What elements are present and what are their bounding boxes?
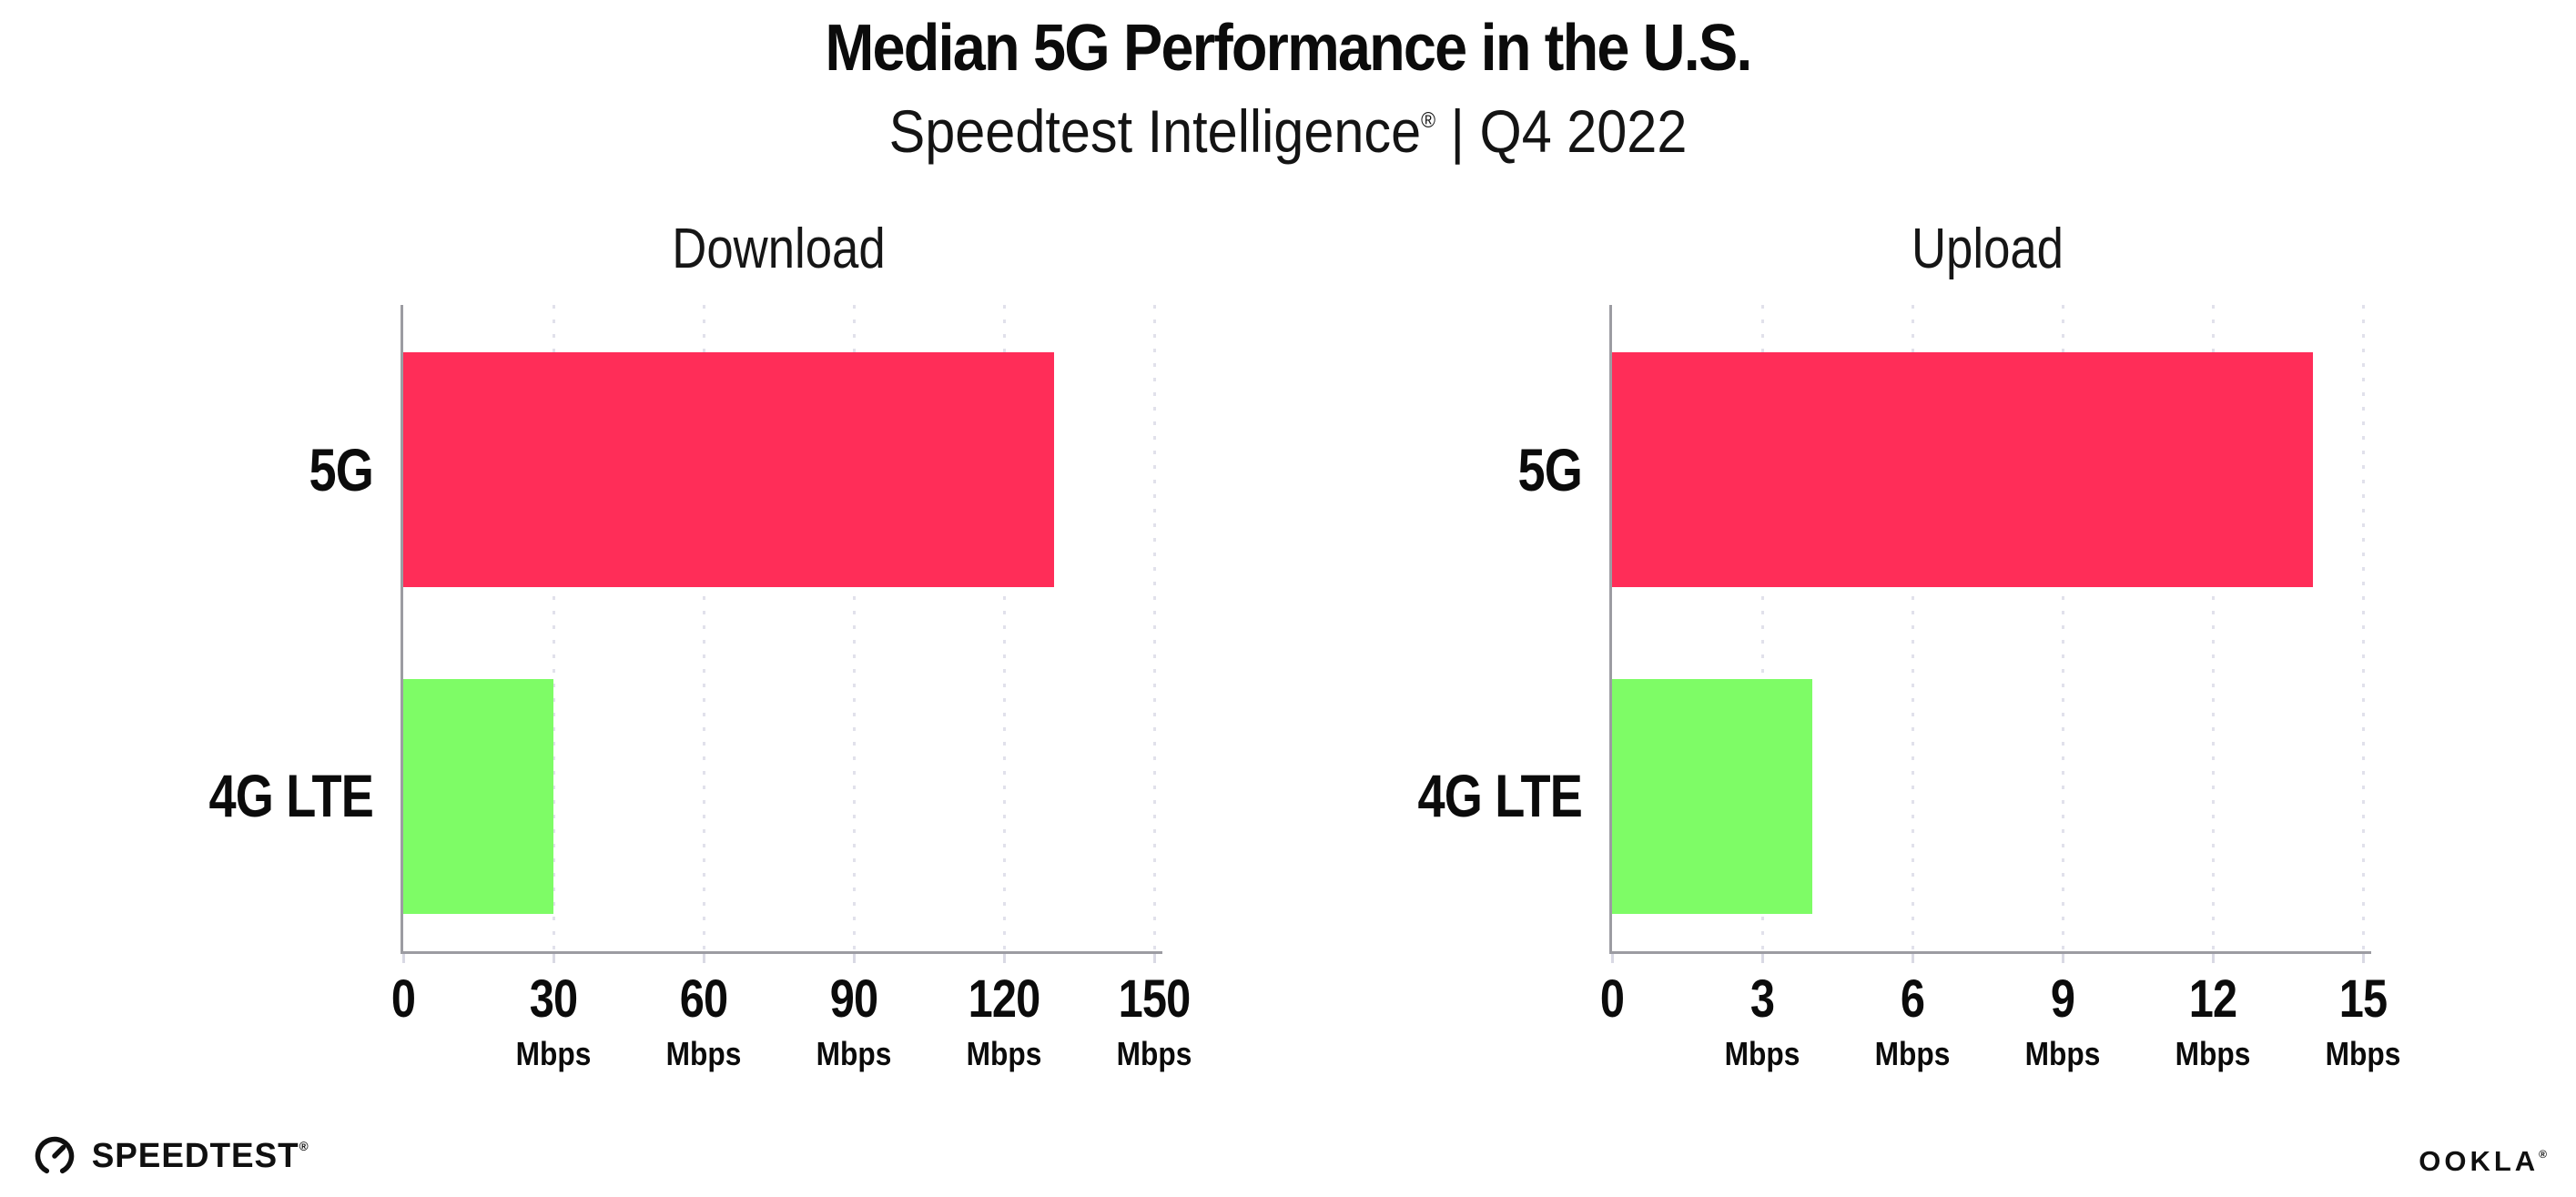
gridline-150-download bbox=[1152, 305, 1156, 951]
tick-label-60-download: 60 Mbps bbox=[585, 969, 822, 1073]
category-label-4g-lte-upload: 4G LTE bbox=[1417, 762, 1582, 829]
tick-value: 30 bbox=[529, 969, 578, 1029]
tick-unit: Mbps bbox=[966, 1035, 1042, 1072]
axis-tick-mark-30-download bbox=[552, 954, 555, 963]
page-subtitle: Speedtest Intelligence® | Q4 2022 bbox=[129, 96, 2448, 166]
gridline-12-upload bbox=[2211, 305, 2215, 951]
bar-4g-lte-upload bbox=[1612, 679, 1812, 914]
tick-label-9-upload: 9 Mbps bbox=[1944, 969, 2181, 1073]
axis-tick-mark-90-download bbox=[852, 954, 856, 963]
tick-unit: Mbps bbox=[665, 1035, 742, 1072]
axis-tick-mark-120-download bbox=[1002, 954, 1006, 963]
tick-label-90-download: 90 Mbps bbox=[735, 969, 972, 1073]
gridline-9-upload bbox=[2061, 305, 2064, 951]
tick-label-30-download: 30 Mbps bbox=[435, 969, 672, 1073]
tick-label-150-download: 150 Mbps bbox=[1036, 969, 1273, 1073]
tick-unit: Mbps bbox=[816, 1035, 892, 1072]
bar-5g-download bbox=[403, 352, 1054, 587]
tick-value: 120 bbox=[968, 969, 1041, 1029]
speedtest-logo: SPEEDTEST® bbox=[33, 1134, 312, 1178]
subtitle-period: | Q4 2022 bbox=[1435, 97, 1688, 165]
tick-label-3-upload: 3 Mbps bbox=[1644, 969, 1881, 1073]
tick-value: 6 bbox=[1900, 969, 1925, 1029]
tick-value: 0 bbox=[390, 969, 416, 1029]
category-label-4g-lte-download: 4G LTE bbox=[208, 762, 373, 829]
gridline-15-upload bbox=[2361, 305, 2365, 951]
tick-unit: Mbps bbox=[1874, 1035, 1951, 1072]
tick-label-6-upload: 6 Mbps bbox=[1794, 969, 2031, 1073]
y-axis-line-upload bbox=[1609, 305, 1612, 954]
axis-tick-mark-0-download bbox=[401, 954, 405, 963]
bar-4g-lte-download bbox=[403, 679, 553, 914]
ookla-wordmark: OOKLA bbox=[2419, 1145, 2540, 1177]
ookla-logo: OOKLA® bbox=[2419, 1145, 2547, 1178]
axis-tick-mark-15-upload bbox=[2361, 954, 2365, 963]
page-title: Median 5G Performance in the U.S. bbox=[825, 12, 1752, 85]
tick-value: 3 bbox=[1749, 969, 1775, 1029]
axis-tick-mark-0-upload bbox=[1610, 954, 1614, 963]
gridline-90-download bbox=[852, 305, 856, 951]
gridline-30-download bbox=[552, 305, 555, 951]
gridline-3-upload bbox=[1760, 305, 1764, 951]
axis-tick-mark-150-download bbox=[1152, 954, 1156, 963]
tick-label-120-download: 120 Mbps bbox=[886, 969, 1122, 1073]
speedtest-gauge-icon bbox=[33, 1134, 76, 1178]
tick-unit: Mbps bbox=[1724, 1035, 1800, 1072]
axis-tick-mark-6-upload bbox=[1911, 954, 1914, 963]
subtitle-brand: Speedtest Intelligence bbox=[888, 97, 1422, 165]
gridline-120-download bbox=[1002, 305, 1006, 951]
tick-value: 60 bbox=[679, 969, 728, 1029]
tick-unit: Mbps bbox=[2024, 1035, 2101, 1072]
registered-mark: ® bbox=[1421, 108, 1436, 133]
axis-tick-mark-3-upload bbox=[1760, 954, 1764, 963]
bar-5g-upload bbox=[1612, 352, 2313, 587]
gridline-60-download bbox=[702, 305, 705, 951]
tick-value: 90 bbox=[829, 969, 878, 1029]
tick-unit: Mbps bbox=[515, 1035, 592, 1072]
tick-value: 9 bbox=[2050, 969, 2075, 1029]
speedtest-wordmark: SPEEDTEST® bbox=[91, 1136, 309, 1175]
tick-unit: Mbps bbox=[2325, 1035, 2401, 1072]
speedtest-registered-mark: ® bbox=[299, 1138, 309, 1153]
y-axis-line-download bbox=[401, 305, 403, 954]
tick-label-15-upload: 15 Mbps bbox=[2245, 969, 2481, 1073]
chart-title-download: Download bbox=[672, 218, 886, 280]
chart-title-upload: Upload bbox=[1911, 218, 2064, 280]
axis-tick-mark-12-upload bbox=[2211, 954, 2215, 963]
tick-value: 15 bbox=[2338, 969, 2388, 1029]
tick-label-0-download: 0 bbox=[285, 969, 522, 1030]
gridline-6-upload bbox=[1911, 305, 1914, 951]
tick-value: 0 bbox=[1599, 969, 1625, 1029]
tick-label-12-upload: 12 Mbps bbox=[2094, 969, 2331, 1073]
tick-value: 12 bbox=[2188, 969, 2237, 1029]
axis-tick-mark-60-download bbox=[702, 954, 705, 963]
tick-unit: Mbps bbox=[2175, 1035, 2251, 1072]
x-axis-line-download bbox=[401, 951, 1162, 954]
axis-tick-mark-9-upload bbox=[2061, 954, 2064, 963]
tick-label-0-upload: 0 bbox=[1494, 969, 1730, 1030]
tick-unit: Mbps bbox=[1116, 1035, 1192, 1072]
category-label-5g-upload: 5G bbox=[1517, 436, 1582, 503]
x-axis-line-upload bbox=[1609, 951, 2371, 954]
ookla-registered-mark: ® bbox=[2539, 1147, 2547, 1161]
tick-value: 150 bbox=[1118, 969, 1192, 1029]
category-label-5g-download: 5G bbox=[309, 436, 373, 503]
